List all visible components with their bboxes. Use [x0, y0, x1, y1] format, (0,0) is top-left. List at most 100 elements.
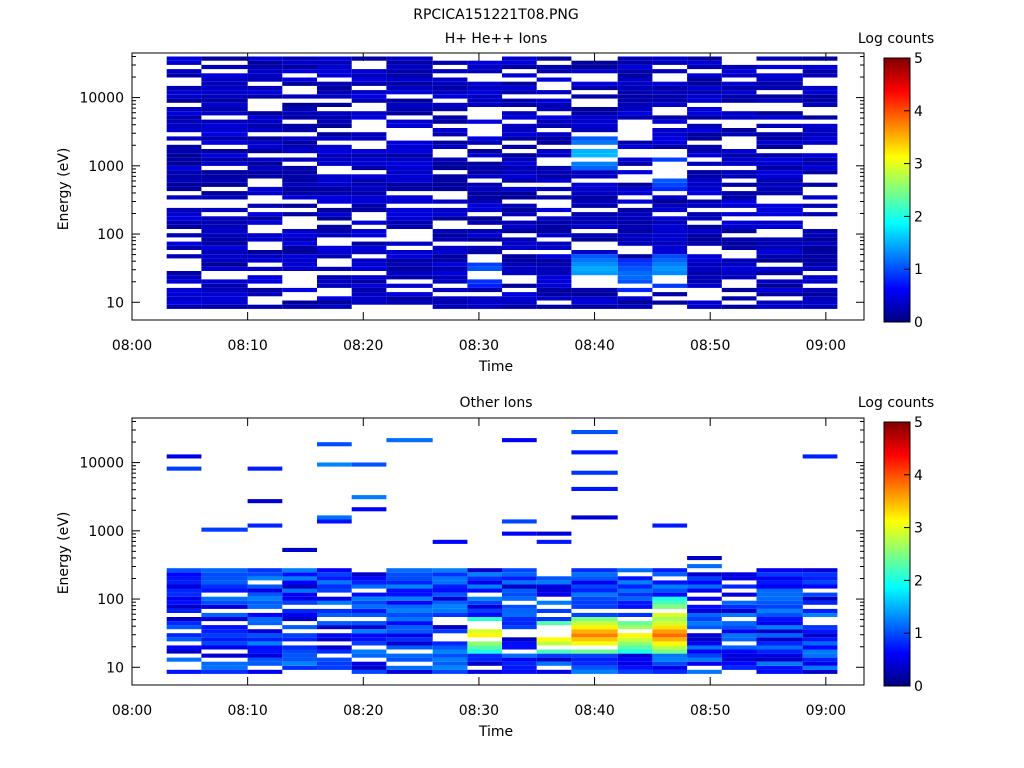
heatmap-cell	[802, 170, 838, 175]
heatmap-cell	[282, 625, 317, 630]
heatmap-cell	[166, 233, 202, 238]
heatmap-cell	[467, 600, 503, 605]
heatmap-cell	[617, 262, 653, 267]
heatmap-cell	[351, 98, 387, 103]
heatmap-cell	[687, 178, 722, 183]
heatmap-cell	[502, 111, 537, 116]
heatmap-cell	[756, 111, 803, 116]
heatmap-cell	[317, 300, 352, 305]
heatmap-cell	[802, 165, 838, 171]
heatmap-cell	[432, 584, 468, 589]
heatmap-cell	[687, 262, 722, 267]
heatmap-cell	[756, 81, 803, 86]
heatmap-cell	[687, 649, 722, 654]
heatmap-cell	[687, 186, 722, 192]
heatmap-cell	[317, 191, 352, 196]
heatmap-cell	[652, 144, 688, 149]
heatmap-cell	[617, 107, 653, 112]
heatmap-cell	[617, 144, 653, 149]
heatmap-cell	[571, 195, 618, 200]
heatmap-cell	[201, 102, 248, 107]
heatmap-cell	[247, 592, 283, 597]
heatmap-cell	[756, 279, 803, 284]
heatmap-cell	[351, 195, 387, 200]
heatmap-cell	[201, 229, 248, 234]
heatmap-cell	[721, 128, 757, 133]
heatmap-cell	[571, 191, 618, 196]
heatmap-cell	[617, 604, 653, 609]
heatmap-cell	[317, 115, 352, 120]
heatmap-cell	[617, 56, 653, 61]
heatmap-cell	[687, 161, 722, 166]
heatmap-cell	[247, 174, 283, 179]
y-tick-label: 10000	[79, 91, 124, 107]
heatmap-cell	[687, 580, 722, 585]
heatmap-cell	[317, 568, 352, 573]
heatmap-cell	[756, 588, 803, 593]
heatmap-cell	[617, 637, 653, 642]
heatmap-cell	[386, 604, 433, 609]
heatmap-cell	[502, 661, 537, 666]
heatmap-cell	[571, 600, 618, 605]
heatmap-cell	[721, 653, 757, 658]
heatmap-cell	[536, 77, 572, 82]
heatmap-cell	[652, 182, 688, 187]
heatmap-cell	[247, 292, 283, 297]
heatmap-cell	[617, 182, 653, 187]
heatmap-cell	[617, 186, 653, 192]
heatmap-cell	[756, 191, 803, 196]
heatmap-cell	[502, 186, 537, 192]
heatmap-cell	[802, 637, 838, 642]
heatmap-cell	[247, 596, 283, 601]
heatmap-cell	[571, 657, 618, 662]
heatmap-cell	[802, 102, 838, 107]
heatmap-cell	[201, 304, 248, 309]
heatmap-cell	[432, 81, 468, 86]
heatmap-cell	[571, 254, 618, 259]
heatmap-cell	[502, 241, 537, 246]
heatmap-cell	[201, 85, 248, 91]
heatmap-cell	[652, 617, 688, 622]
heatmap-cell	[201, 262, 248, 267]
heatmap-cell	[201, 81, 248, 86]
heatmap-cell	[652, 262, 688, 267]
heatmap-cell	[802, 229, 838, 234]
heatmap-cell	[536, 64, 572, 70]
heatmap-cell	[617, 216, 653, 221]
heatmap-cell	[802, 279, 838, 284]
heatmap-cell	[166, 153, 202, 158]
heatmap-cell	[317, 580, 352, 585]
heatmap-cell	[467, 604, 503, 609]
heatmap-cell	[201, 576, 248, 581]
heatmap-cell	[351, 649, 387, 654]
heatmap-cell	[802, 153, 838, 158]
heatmap-cell	[166, 182, 202, 187]
heatmap-cell	[687, 637, 722, 642]
heatmap-cell	[652, 132, 688, 137]
heatmap-cell	[282, 203, 317, 208]
heatmap-cell	[802, 287, 838, 293]
heatmap-cell	[756, 241, 803, 246]
heatmap-cell	[756, 64, 803, 70]
heatmap-cell	[351, 153, 387, 158]
heatmap-cell	[467, 657, 503, 662]
heatmap-cell	[617, 85, 653, 91]
heatmap-cell	[201, 258, 248, 263]
heatmap-cell	[467, 266, 503, 271]
heatmap-cell	[166, 596, 202, 601]
heatmap-cell	[386, 657, 433, 662]
heatmap-cell	[802, 157, 838, 162]
heatmap-cell	[571, 81, 618, 86]
heatmap-cell	[386, 90, 433, 95]
heatmap-cell	[502, 203, 537, 208]
heatmap-cell	[351, 275, 387, 280]
heatmap-cell	[386, 633, 433, 638]
heatmap-cell	[756, 300, 803, 305]
heatmap-cell	[571, 304, 618, 309]
heatmap-cell	[386, 645, 433, 650]
heatmap-cell	[201, 572, 248, 577]
heatmap-cell	[351, 178, 387, 183]
heatmap-cell	[166, 292, 202, 297]
heatmap-cell	[721, 661, 757, 666]
heatmap-cell	[386, 60, 433, 65]
